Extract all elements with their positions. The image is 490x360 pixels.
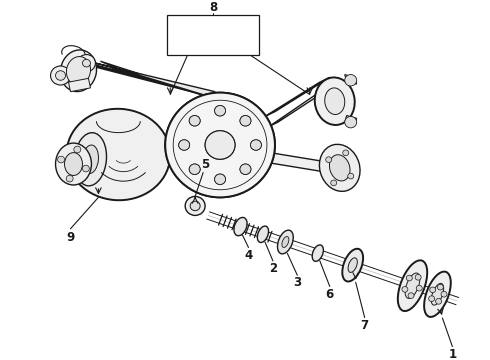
Circle shape — [189, 116, 200, 126]
Ellipse shape — [405, 273, 420, 298]
Ellipse shape — [348, 258, 357, 273]
Ellipse shape — [67, 57, 91, 85]
Circle shape — [215, 174, 225, 185]
Circle shape — [82, 165, 89, 172]
Circle shape — [436, 298, 441, 304]
Circle shape — [343, 150, 349, 156]
Ellipse shape — [65, 153, 82, 175]
Circle shape — [77, 55, 96, 72]
Circle shape — [331, 180, 337, 186]
Circle shape — [165, 93, 275, 197]
Circle shape — [66, 175, 73, 182]
Circle shape — [250, 140, 262, 150]
Circle shape — [189, 164, 200, 175]
Text: 6: 6 — [326, 288, 334, 301]
Text: 1: 1 — [448, 348, 457, 360]
Ellipse shape — [82, 145, 98, 174]
Circle shape — [215, 105, 225, 116]
Text: 7: 7 — [361, 319, 368, 332]
Circle shape — [58, 156, 65, 163]
Circle shape — [240, 164, 251, 175]
Circle shape — [416, 285, 422, 291]
Ellipse shape — [343, 249, 363, 282]
Ellipse shape — [424, 271, 451, 317]
Ellipse shape — [325, 88, 345, 114]
Polygon shape — [345, 75, 357, 84]
Circle shape — [345, 75, 357, 86]
FancyBboxPatch shape — [167, 15, 259, 55]
Circle shape — [438, 284, 443, 290]
Circle shape — [415, 274, 421, 280]
Text: 4: 4 — [245, 249, 253, 262]
Polygon shape — [345, 116, 357, 125]
Ellipse shape — [398, 260, 427, 311]
Circle shape — [179, 140, 190, 150]
Circle shape — [402, 287, 408, 292]
Circle shape — [165, 93, 275, 197]
Ellipse shape — [282, 237, 289, 247]
Text: 3: 3 — [294, 276, 301, 289]
Ellipse shape — [74, 133, 106, 186]
Circle shape — [215, 174, 225, 185]
Circle shape — [205, 131, 235, 159]
Ellipse shape — [319, 144, 360, 192]
Circle shape — [55, 71, 66, 80]
Polygon shape — [69, 78, 91, 92]
Ellipse shape — [315, 77, 355, 125]
Circle shape — [189, 116, 200, 126]
Ellipse shape — [312, 245, 323, 261]
Circle shape — [74, 146, 81, 153]
Circle shape — [406, 275, 412, 281]
Circle shape — [429, 296, 435, 302]
Circle shape — [190, 201, 200, 211]
Circle shape — [240, 164, 251, 175]
Text: 8: 8 — [209, 1, 217, 14]
Ellipse shape — [277, 230, 294, 254]
Circle shape — [240, 116, 251, 126]
Circle shape — [189, 164, 200, 175]
Circle shape — [205, 131, 235, 159]
Circle shape — [250, 140, 262, 150]
Circle shape — [172, 99, 268, 191]
Polygon shape — [265, 153, 340, 174]
Circle shape — [215, 105, 225, 116]
Circle shape — [82, 59, 91, 67]
Text: 2: 2 — [269, 262, 277, 275]
Text: 9: 9 — [66, 231, 74, 244]
Circle shape — [185, 197, 205, 215]
Polygon shape — [270, 87, 332, 126]
Ellipse shape — [329, 155, 350, 181]
Ellipse shape — [55, 143, 92, 185]
Circle shape — [348, 173, 354, 179]
Polygon shape — [96, 63, 215, 98]
Circle shape — [179, 140, 190, 150]
Circle shape — [326, 157, 332, 162]
Circle shape — [240, 116, 251, 126]
Circle shape — [345, 116, 357, 128]
Ellipse shape — [431, 283, 443, 305]
Circle shape — [430, 287, 436, 293]
Ellipse shape — [257, 226, 269, 243]
Circle shape — [50, 66, 71, 85]
Ellipse shape — [234, 217, 247, 236]
Circle shape — [441, 291, 447, 297]
Text: 5: 5 — [201, 158, 209, 171]
Polygon shape — [265, 77, 330, 116]
Circle shape — [408, 293, 414, 298]
Polygon shape — [100, 61, 228, 103]
Ellipse shape — [60, 50, 97, 91]
Ellipse shape — [67, 109, 170, 200]
